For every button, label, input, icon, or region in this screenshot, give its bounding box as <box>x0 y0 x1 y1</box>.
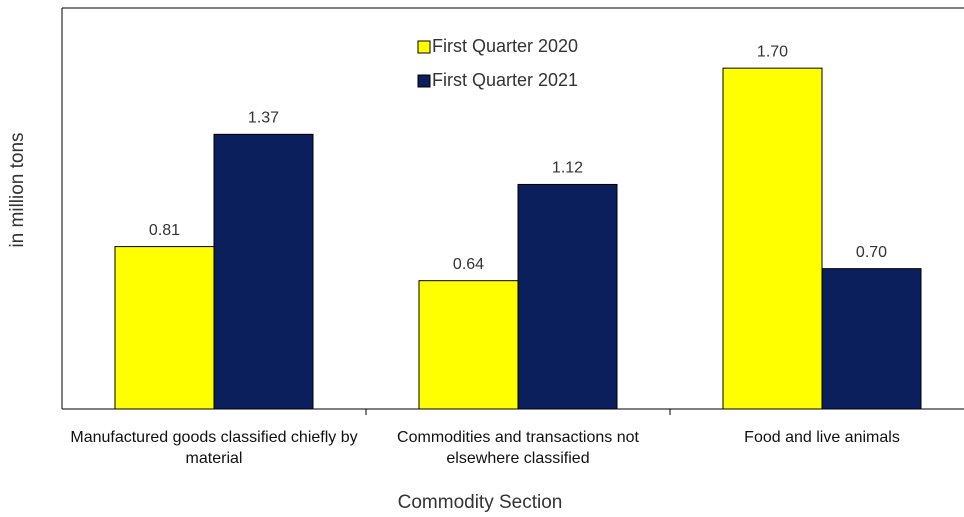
bar <box>517 183 618 410</box>
legend-swatch <box>417 40 431 54</box>
bar <box>114 246 215 410</box>
legend-label: First Quarter 2020 <box>432 36 578 56</box>
y-axis-label: in million tons <box>7 132 28 247</box>
bar <box>213 133 314 410</box>
legend-swatch <box>417 74 431 88</box>
x-tick-label: Commodities and transactions not elsewhe… <box>397 429 639 467</box>
bar <box>821 268 922 410</box>
bar <box>418 280 519 410</box>
x-axis-label: Commodity Section <box>398 492 563 513</box>
data-label: 1.12 <box>552 160 583 177</box>
x-tick-label: Food and live animals <box>744 429 900 446</box>
x-tick-label: Manufactured goods classified chiefly by… <box>70 429 358 467</box>
data-label: 1.70 <box>757 43 788 60</box>
bar <box>722 67 823 410</box>
data-label: 0.64 <box>453 256 484 273</box>
legend-label: First Quarter 2021 <box>432 70 578 90</box>
data-label: 1.37 <box>248 110 279 127</box>
data-label: 0.81 <box>149 222 180 239</box>
data-label: 0.70 <box>856 244 887 261</box>
